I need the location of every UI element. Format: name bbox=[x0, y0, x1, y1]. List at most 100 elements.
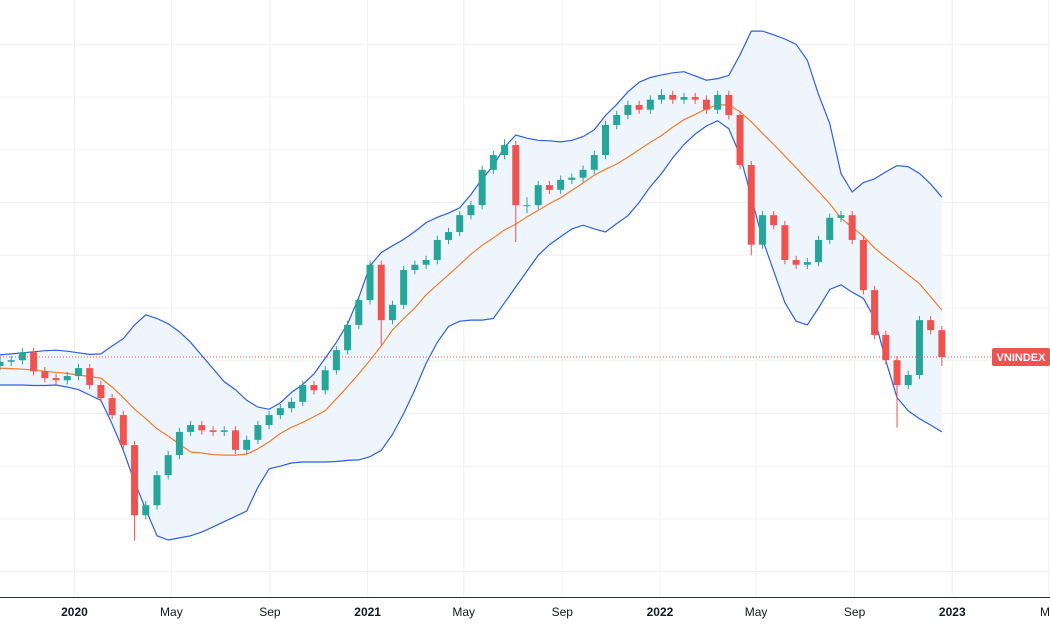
candle-body bbox=[837, 215, 845, 218]
candle-body bbox=[30, 352, 38, 372]
candle-body bbox=[646, 99, 654, 110]
candle-body bbox=[512, 145, 520, 206]
candle-body bbox=[265, 415, 273, 426]
candle-body bbox=[7, 360, 15, 362]
candle-body bbox=[198, 425, 206, 431]
candle-body bbox=[882, 334, 890, 361]
candle-body bbox=[826, 217, 834, 240]
candle-body bbox=[489, 155, 497, 170]
candle-body bbox=[175, 431, 183, 456]
x-tick-label: 2023 bbox=[939, 605, 966, 619]
x-tick-label: 2020 bbox=[61, 605, 88, 619]
candle-body bbox=[41, 371, 49, 379]
band-upper bbox=[0, 30, 943, 410]
candle-body bbox=[310, 384, 318, 391]
candle-body bbox=[299, 384, 307, 402]
candle-body bbox=[938, 330, 946, 358]
candle-body bbox=[231, 430, 239, 450]
candle-body bbox=[63, 376, 71, 381]
band-lower bbox=[0, 120, 943, 541]
x-tick-label: Sep bbox=[259, 605, 281, 619]
candle-body bbox=[736, 114, 744, 166]
candle-body bbox=[388, 304, 396, 321]
candle-body bbox=[792, 260, 800, 265]
candle-body bbox=[815, 239, 823, 263]
candle-body bbox=[243, 439, 251, 450]
band-basis bbox=[0, 104, 943, 456]
candle-body bbox=[624, 104, 632, 115]
candle-body bbox=[758, 215, 766, 245]
last-price-tag bbox=[992, 348, 1050, 367]
candle-body bbox=[590, 155, 598, 170]
x-tick-label: May bbox=[160, 605, 183, 619]
candle-body bbox=[86, 368, 94, 385]
candle-body bbox=[97, 384, 105, 399]
candle-body bbox=[220, 430, 228, 432]
candle-body bbox=[411, 264, 419, 271]
candle-body bbox=[714, 94, 722, 110]
candle-body bbox=[131, 445, 139, 516]
candle-body bbox=[456, 215, 464, 233]
candle-body bbox=[579, 169, 587, 178]
candle-body bbox=[871, 290, 879, 335]
candle-body bbox=[153, 475, 161, 506]
candle-body bbox=[601, 124, 609, 156]
candle-body bbox=[770, 215, 778, 226]
x-tick-label: May bbox=[745, 605, 768, 619]
candle-body bbox=[781, 225, 789, 261]
candle-body bbox=[467, 205, 475, 216]
candle-body bbox=[893, 360, 901, 385]
x-tick-label: 2021 bbox=[354, 605, 381, 619]
candle-body bbox=[915, 320, 923, 375]
candle-body bbox=[108, 398, 116, 416]
x-tick-label: Sep bbox=[552, 605, 574, 619]
candle-body bbox=[501, 145, 509, 156]
candle-body bbox=[803, 262, 811, 265]
candle-body bbox=[142, 505, 150, 516]
candle-body bbox=[534, 185, 542, 206]
candle-body bbox=[680, 97, 688, 100]
candle-body bbox=[209, 430, 217, 432]
x-tick-label: May bbox=[452, 605, 475, 619]
candle-body bbox=[669, 94, 677, 100]
candle-body bbox=[478, 169, 486, 206]
candle-body bbox=[859, 239, 867, 291]
candle-body bbox=[344, 324, 352, 351]
candle-body bbox=[332, 350, 340, 371]
candle-body bbox=[445, 232, 453, 240]
candle-body bbox=[74, 368, 82, 377]
candle-body bbox=[355, 300, 363, 325]
candle-body bbox=[276, 408, 284, 416]
candle-body bbox=[568, 177, 576, 180]
candle-body bbox=[321, 370, 329, 391]
x-tick-label: 2022 bbox=[647, 605, 674, 619]
candle-body bbox=[52, 378, 60, 381]
candle-body bbox=[747, 165, 755, 245]
candle-body bbox=[422, 260, 430, 265]
candle-body bbox=[557, 179, 565, 190]
candle-body bbox=[613, 114, 621, 125]
candle-body bbox=[658, 94, 666, 100]
candle-body bbox=[119, 415, 127, 446]
x-tick-label: Ma bbox=[1040, 605, 1050, 619]
candle-body bbox=[691, 97, 699, 100]
candle-body bbox=[725, 94, 733, 115]
candle-body bbox=[254, 425, 262, 440]
candle-body bbox=[433, 239, 441, 261]
x-tick-label: Sep bbox=[844, 605, 866, 619]
candle-body bbox=[164, 455, 172, 476]
candle-body bbox=[377, 264, 385, 321]
candle-body bbox=[848, 215, 856, 240]
candle-body bbox=[927, 320, 935, 331]
candle-body bbox=[702, 99, 710, 110]
candle-body bbox=[635, 104, 643, 110]
last-price-label: VNINDEX bbox=[997, 352, 1047, 364]
candle-body bbox=[288, 401, 296, 409]
candle-body bbox=[18, 352, 26, 361]
candle-body bbox=[0, 361, 4, 367]
candle-body bbox=[400, 270, 408, 305]
candle-body bbox=[366, 264, 374, 301]
candle-body bbox=[545, 185, 553, 190]
band-fill bbox=[0, 31, 942, 540]
